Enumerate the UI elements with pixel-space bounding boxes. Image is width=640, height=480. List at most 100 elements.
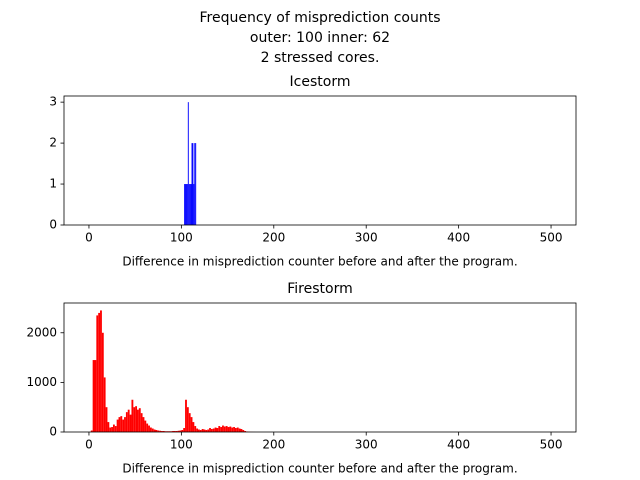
bar xyxy=(229,426,232,432)
bar xyxy=(179,430,182,432)
bar xyxy=(105,407,108,432)
bar xyxy=(220,427,223,432)
bar xyxy=(212,428,215,432)
y-tick-label: 0 xyxy=(49,218,57,232)
suptitle: outer: 100 inner: 62 xyxy=(250,30,390,46)
bar xyxy=(157,430,160,432)
suptitle: 2 stressed cores. xyxy=(261,50,380,66)
bar xyxy=(131,399,134,432)
bar xyxy=(144,420,147,432)
bar xyxy=(149,427,152,432)
bar xyxy=(209,428,211,432)
bar xyxy=(195,143,197,225)
axes-frame xyxy=(63,302,577,433)
bar xyxy=(175,431,178,432)
bar xyxy=(233,427,235,432)
bar xyxy=(191,143,193,225)
bar xyxy=(225,426,228,432)
bar xyxy=(116,419,119,432)
y-tick-label: 3 xyxy=(49,95,57,109)
bar xyxy=(153,429,156,432)
bar xyxy=(190,417,193,432)
bar xyxy=(203,429,206,432)
bar xyxy=(242,430,245,432)
y-tick-label: 2000 xyxy=(26,325,57,339)
bar xyxy=(198,429,200,432)
bar xyxy=(114,426,117,432)
bar xyxy=(189,184,191,225)
bar xyxy=(133,407,136,432)
bar xyxy=(192,422,195,432)
bar xyxy=(100,310,102,432)
bar xyxy=(98,312,101,432)
bar xyxy=(124,417,126,432)
bar xyxy=(162,431,165,432)
bar xyxy=(227,427,230,432)
bar xyxy=(196,428,199,432)
y-tick-label: 1 xyxy=(49,177,57,191)
bar xyxy=(194,143,196,225)
bar xyxy=(205,430,208,432)
bar xyxy=(222,425,224,432)
x-tick-label: 200 xyxy=(262,438,285,452)
bar xyxy=(161,431,163,432)
bar xyxy=(159,430,162,432)
bar xyxy=(146,423,149,432)
bar xyxy=(188,413,191,432)
bar xyxy=(151,428,154,432)
bar xyxy=(101,332,104,432)
axes-title: Firestorm xyxy=(287,281,352,297)
bar xyxy=(190,184,192,225)
bar xyxy=(240,429,243,432)
x-tick-label: 500 xyxy=(540,231,563,245)
bar xyxy=(135,406,138,432)
bar xyxy=(90,430,93,432)
bar xyxy=(140,413,143,432)
x-tick-label: 400 xyxy=(447,231,470,245)
bar xyxy=(125,412,128,432)
bar xyxy=(218,426,221,432)
bar xyxy=(194,426,197,432)
y-tick-label: 2 xyxy=(49,136,57,150)
bar xyxy=(148,425,150,432)
bar xyxy=(207,429,210,432)
bar xyxy=(94,360,97,432)
bar xyxy=(186,184,188,225)
x-tick-label: 500 xyxy=(540,438,563,452)
bar xyxy=(172,431,174,432)
x-tick-label: 300 xyxy=(355,438,378,452)
bar xyxy=(118,417,121,432)
x-tick-label: 100 xyxy=(170,231,193,245)
bar xyxy=(96,315,99,432)
bar xyxy=(155,430,158,432)
bar xyxy=(127,409,130,432)
bar xyxy=(142,417,145,432)
bar xyxy=(185,399,187,432)
bar xyxy=(188,184,190,225)
y-tick-label: 0 xyxy=(49,425,57,439)
bar xyxy=(238,428,241,432)
bar xyxy=(112,424,115,432)
axes-title: Icestorm xyxy=(290,74,351,90)
bar xyxy=(129,414,132,432)
bar xyxy=(231,427,234,432)
bar xyxy=(122,419,125,432)
bar xyxy=(120,416,123,432)
bar xyxy=(199,430,202,432)
bar xyxy=(236,427,239,432)
x-tick-label: 300 xyxy=(355,231,378,245)
bar xyxy=(234,428,237,432)
y-tick-label: 1000 xyxy=(26,375,57,389)
bar xyxy=(183,428,186,432)
bar xyxy=(192,143,194,225)
bar xyxy=(138,408,141,432)
suptitle: Frequency of misprediction counts xyxy=(199,10,440,26)
bar xyxy=(193,184,195,225)
bar xyxy=(216,428,219,432)
x-tick-label: 0 xyxy=(85,231,93,245)
x-axis-label: Difference in misprediction counter befo… xyxy=(122,462,517,476)
bar xyxy=(103,377,106,432)
bar xyxy=(223,426,226,432)
bar xyxy=(210,429,213,432)
